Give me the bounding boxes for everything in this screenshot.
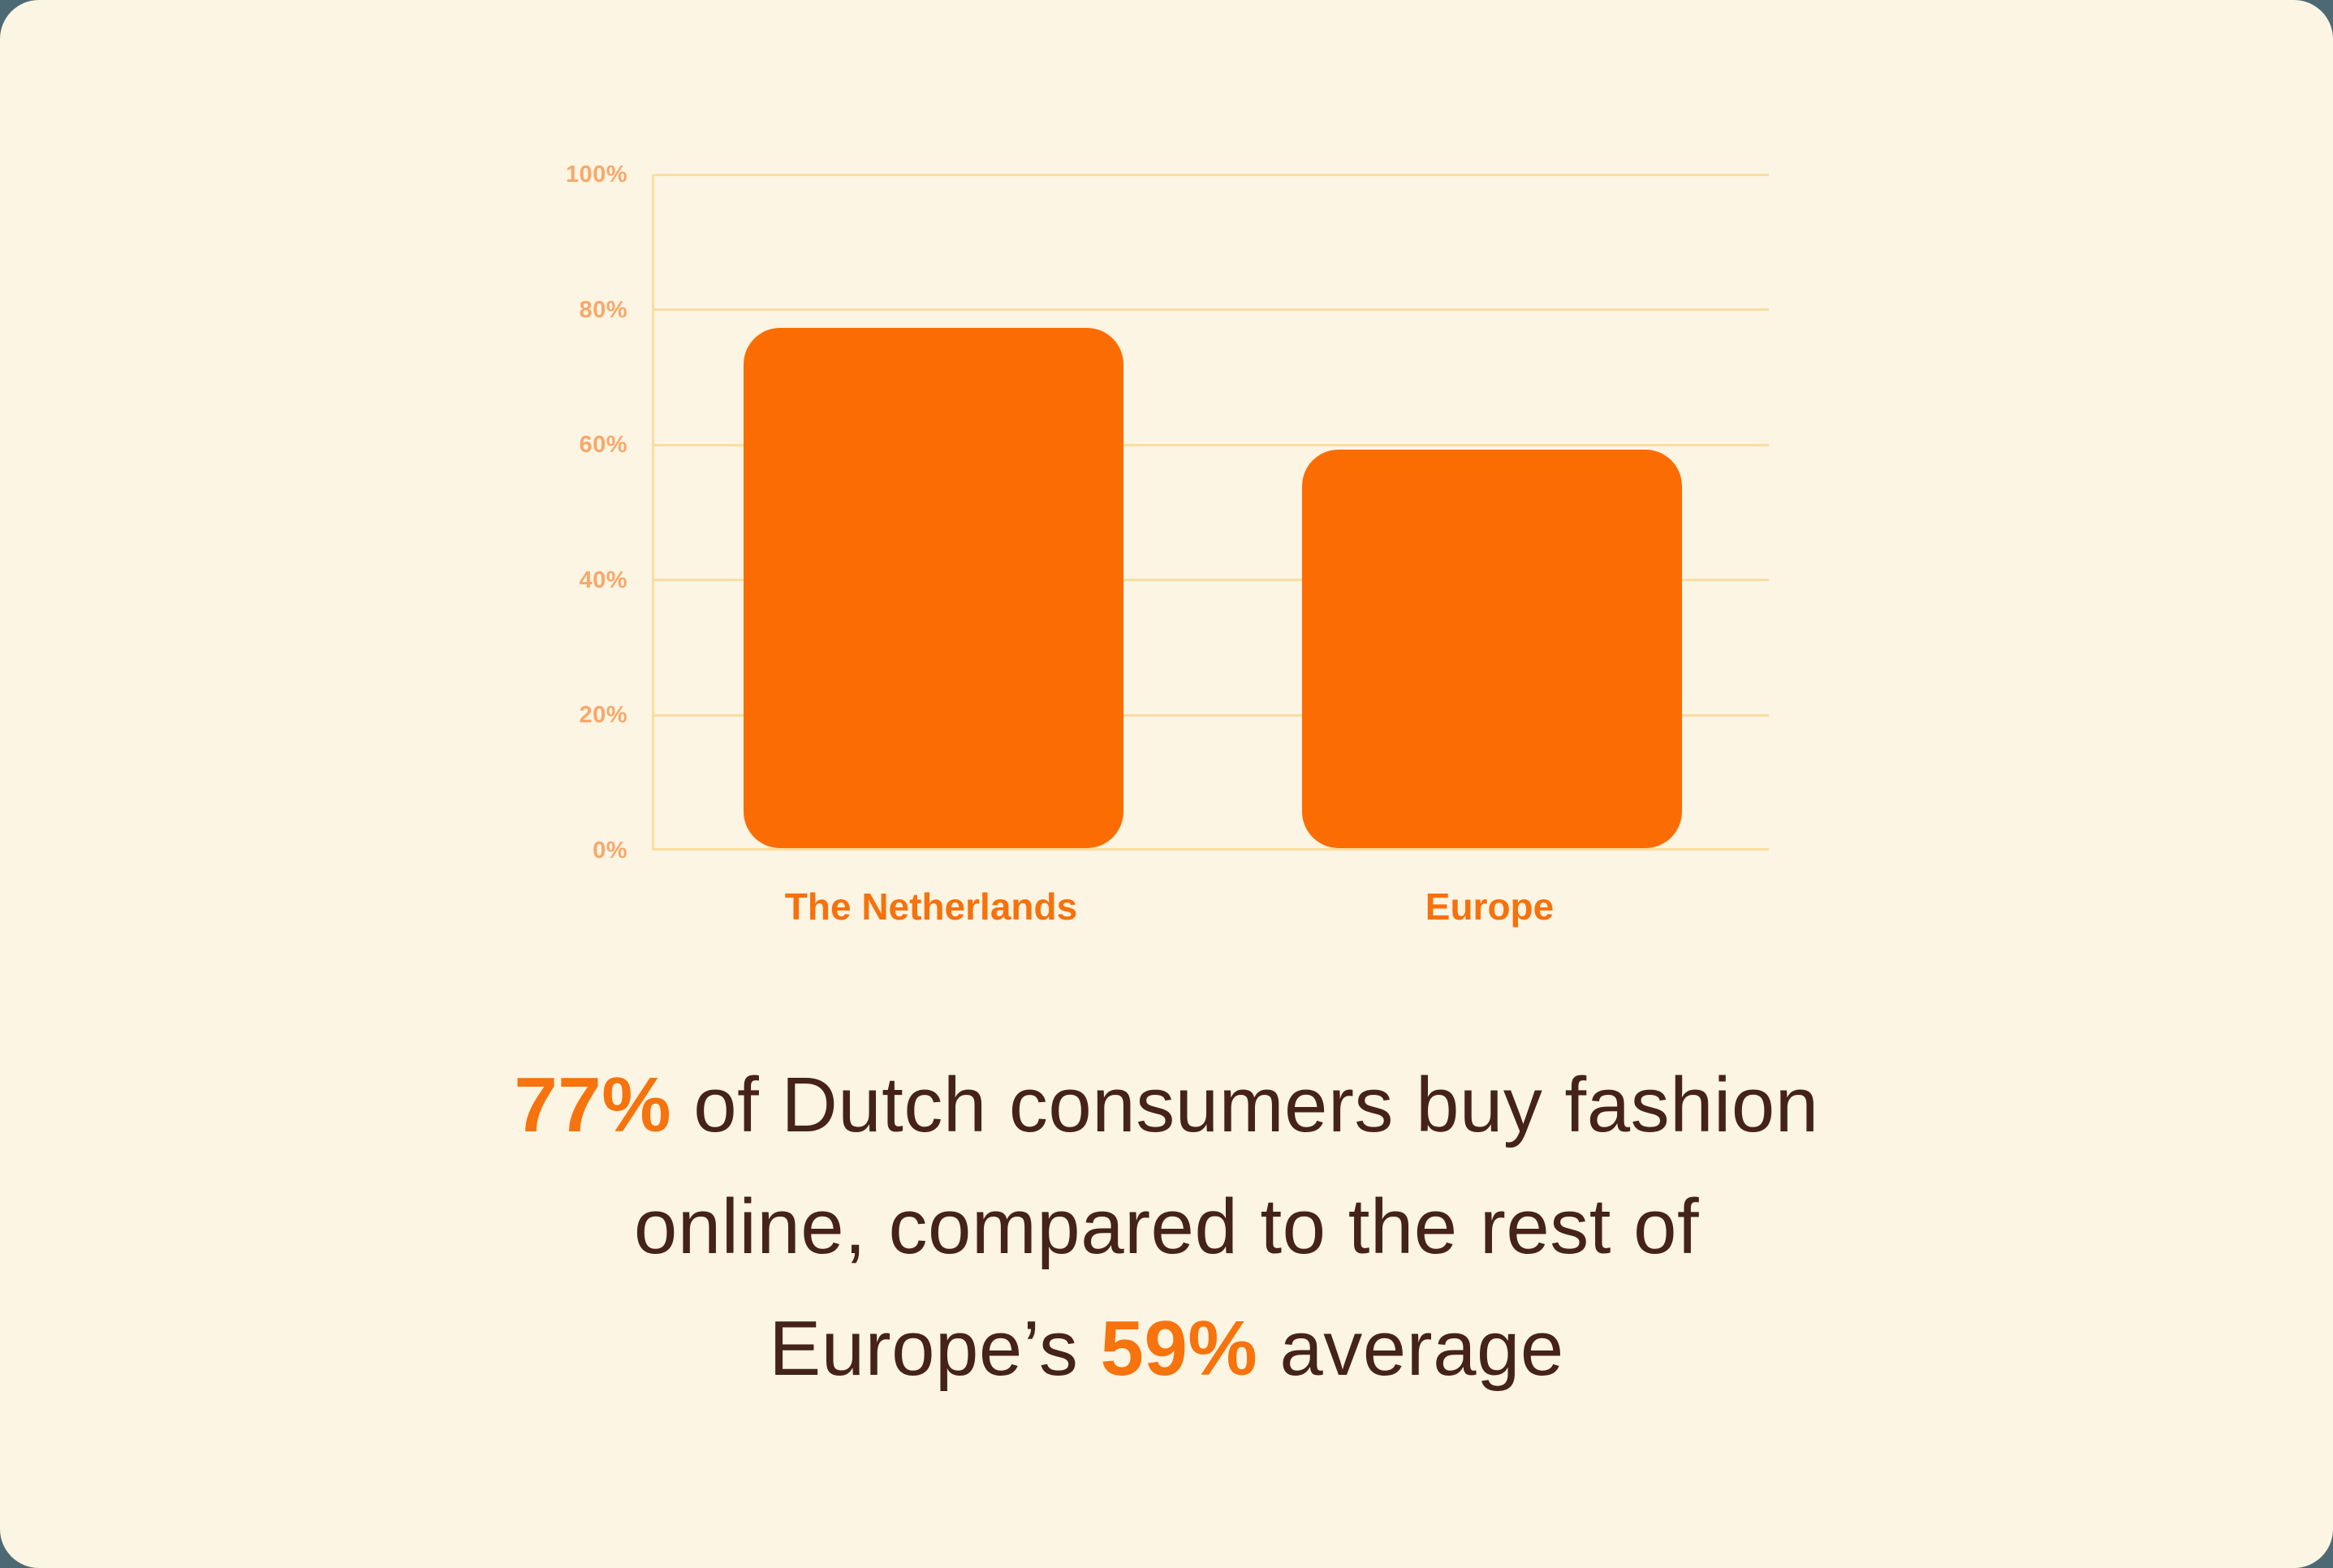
caption-text-segment: of Dutch consumers buy fashion bbox=[671, 1062, 1819, 1148]
y-tick-label: 80% bbox=[579, 296, 627, 323]
y-tick-label: 40% bbox=[579, 566, 627, 593]
category-label-europe: Europe bbox=[1425, 885, 1555, 928]
gridline-40pct bbox=[654, 579, 1769, 582]
gridline-80pct bbox=[654, 308, 1769, 312]
gridline-20pct bbox=[654, 713, 1769, 717]
caption-line: Europe’s 59% average bbox=[0, 1288, 2333, 1410]
y-tick-label: 100% bbox=[565, 162, 627, 187]
y-tick-label: 60% bbox=[579, 432, 627, 459]
caption-line: 77% of Dutch consumers buy fashion bbox=[0, 1045, 2333, 1166]
bar-the-netherlands bbox=[744, 327, 1123, 848]
caption-text-segment: online, compared to the rest of bbox=[633, 1183, 1700, 1270]
caption-line: online, compared to the rest of bbox=[0, 1166, 2333, 1288]
caption-highlight: 77% bbox=[514, 1062, 672, 1148]
caption-highlight: 59% bbox=[1100, 1305, 1258, 1392]
caption: 77% of Dutch consumers buy fashion online… bbox=[0, 1045, 2333, 1410]
bar-europe bbox=[1302, 449, 1682, 848]
y-tick-label: 20% bbox=[579, 702, 627, 729]
caption-text-segment: average bbox=[1257, 1305, 1564, 1392]
y-tick-label: 0% bbox=[593, 838, 627, 864]
chart-plot-area bbox=[652, 173, 1769, 851]
gridline-60pct bbox=[654, 443, 1769, 446]
gridline-100pct bbox=[654, 173, 1769, 176]
category-label-the-netherlands: The Netherlands bbox=[784, 885, 1078, 928]
caption-text-segment: Europe’s bbox=[769, 1305, 1101, 1392]
